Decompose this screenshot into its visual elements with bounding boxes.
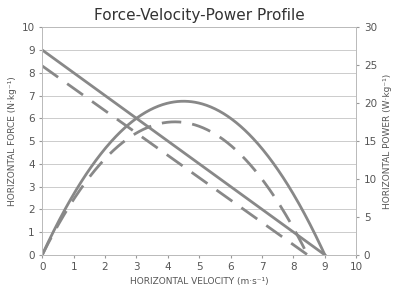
X-axis label: HORIZONTAL VELOCITY (m·s⁻¹): HORIZONTAL VELOCITY (m·s⁻¹) <box>130 277 268 286</box>
Y-axis label: HORIZONTAL FORCE (N·kg⁻¹): HORIZONTAL FORCE (N·kg⁻¹) <box>8 76 17 206</box>
Title: Force-Velocity-Power Profile: Force-Velocity-Power Profile <box>94 8 305 23</box>
Y-axis label: HORIZONTAL POWER (W·kg⁻¹): HORIZONTAL POWER (W·kg⁻¹) <box>383 74 392 209</box>
